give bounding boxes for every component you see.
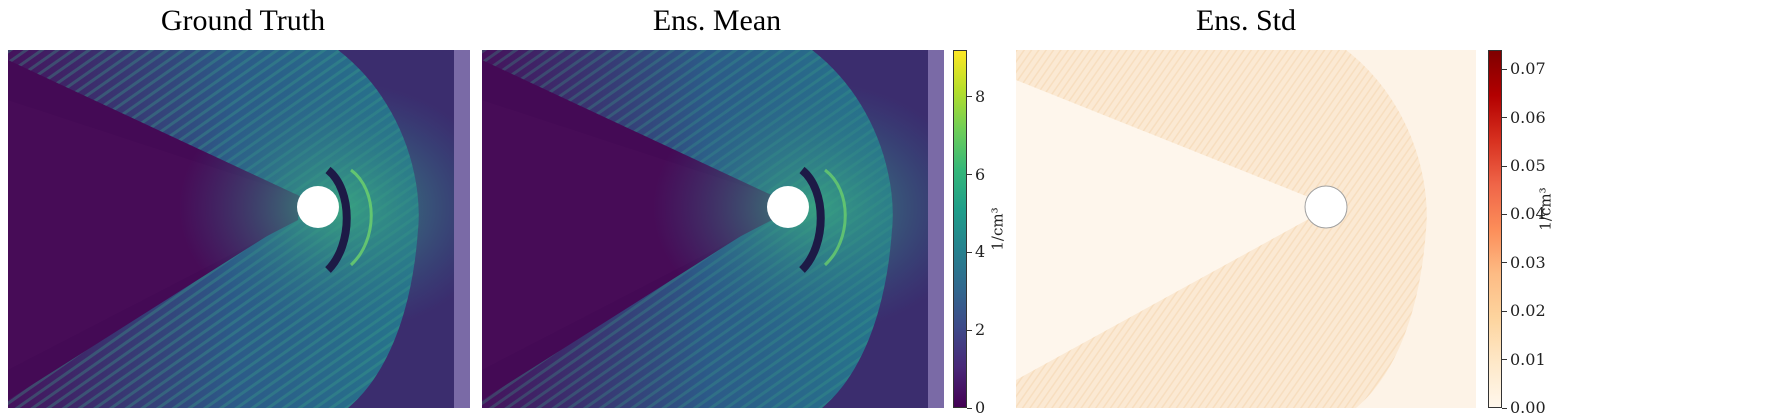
colorbar-std-tick-label: 0.00 <box>1510 398 1546 417</box>
colorbar-std-tick <box>1502 213 1507 215</box>
colorbar-std-tick <box>1502 117 1507 119</box>
colorbar-viridis-tick <box>967 96 972 98</box>
title-ens-mean: Ens. Mean <box>652 4 782 37</box>
colorbar-std-tick-label: 0.01 <box>1510 349 1546 369</box>
colorbar-viridis-tick <box>967 407 972 409</box>
colorbar-viridis-tick-label: 4 <box>975 242 986 262</box>
colorbar-std-label: 1/cm³ <box>1536 187 1555 231</box>
colorbar-viridis-tick-label: 2 <box>975 320 986 340</box>
colorbar-viridis-tick-label: 6 <box>975 164 986 184</box>
colorbar-std-tick <box>1502 407 1507 409</box>
colorbar-std-tick-label: 0.05 <box>1510 156 1546 176</box>
heatmap-ens-mean <box>482 50 944 408</box>
heatmap-ens-std <box>1016 50 1476 408</box>
colorbar-viridis-ticks: 0 2 4 6 8 <box>953 50 1013 417</box>
title-ens-std: Ens. Std <box>1195 4 1297 37</box>
colorbar-std-tick <box>1502 262 1507 264</box>
colorbar-std-tick <box>1502 359 1507 361</box>
colorbar-std-tick-label: 0.07 <box>1510 59 1546 79</box>
colorbar-std-tick <box>1502 68 1507 70</box>
colorbar-std <box>1488 50 1502 408</box>
colorbar-viridis-tick-label: 0 <box>975 398 986 417</box>
colorbar-viridis-tick-label: 8 <box>975 86 986 106</box>
heatmap-ground-truth <box>8 50 470 408</box>
colorbar-viridis-tick <box>967 329 972 331</box>
colorbar-std-tick-label: 0.02 <box>1510 301 1546 321</box>
colorbar-viridis-tick <box>967 251 972 253</box>
colorbar-viridis <box>953 50 967 408</box>
title-ground-truth: Ground Truth <box>160 4 326 37</box>
colorbar-std-tick-label: 0.06 <box>1510 107 1546 127</box>
colorbar-viridis-label: 1/cm³ <box>988 207 1007 251</box>
colorbar-std-tick <box>1502 310 1507 312</box>
colorbar-viridis-tick <box>967 174 972 176</box>
colorbar-std-tick-label: 0.03 <box>1510 252 1546 272</box>
colorbar-std-tick <box>1502 165 1507 167</box>
colorbar-std-tick-label: 0.04 <box>1510 204 1546 224</box>
colorbar-std-ticks: 0.00 0.01 0.02 0.03 0.04 0.05 0.06 0.07 <box>1488 50 1558 417</box>
